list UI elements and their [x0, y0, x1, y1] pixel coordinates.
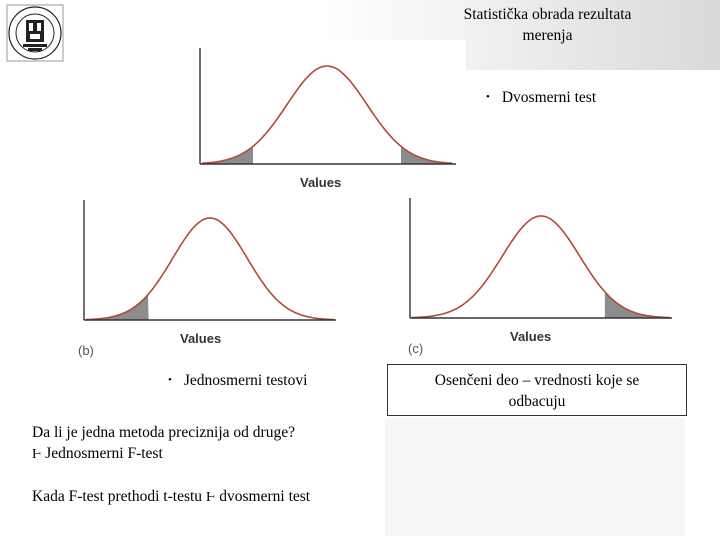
- figure-two-tailed: Values: [182, 40, 466, 190]
- bullet-one-sided: • Jednosmerni testovi: [168, 372, 307, 390]
- shaded-left-tail: [202, 146, 253, 164]
- note-line1: Osenčeni deo – vrednosti koje se: [434, 372, 640, 389]
- shaded-right-tail: [604, 291, 670, 318]
- axis-title: Values: [180, 331, 222, 346]
- slide-title-line2: merenja: [522, 27, 573, 44]
- axis-title: Values: [300, 175, 342, 190]
- note-line2: odbacuju: [508, 393, 566, 410]
- conclusion-prefix: Kada F-test prethodi t-testu: [32, 488, 203, 505]
- bullet-two-sided-text: Dvosmerni test: [501, 89, 597, 106]
- figure-right-tailed-plot: [409, 198, 672, 319]
- bullet-icon: •: [168, 374, 172, 386]
- university-seal-icon: [6, 4, 64, 62]
- slide-title: Statistička obrada rezultata merenja: [410, 4, 685, 46]
- figure-label-c: (c): [408, 341, 424, 356]
- normal-curve: [85, 217, 335, 321]
- figure-label-b: (b): [78, 343, 94, 358]
- figure-right-tailed: Values (c): [402, 190, 684, 360]
- bullet-two-sided: • Dvosmerni test: [486, 89, 596, 107]
- shaded-left-tail: [86, 294, 149, 320]
- answer-text: Jednosmerni F-test: [45, 445, 163, 462]
- shaded-right-tail: [401, 146, 452, 164]
- normal-curve: [201, 65, 453, 165]
- note-box: Osenčeni deo – vrednosti koje se odbacuj…: [387, 364, 687, 416]
- axis-title: Values: [510, 329, 552, 344]
- figure-left-tailed-plot: [83, 200, 336, 321]
- figure-two-tailed-plot: [199, 48, 456, 165]
- arrow-icon: Ⱶ: [32, 447, 42, 462]
- bullet-icon: •: [486, 91, 490, 103]
- background-panel: [385, 418, 685, 536]
- normal-curve: [411, 215, 671, 319]
- bullet-one-sided-text: Jednosmerni testovi: [183, 372, 308, 389]
- figure-left-tailed: Values (b): [72, 192, 348, 360]
- conclusion-suffix: dvosmerni test: [219, 488, 311, 505]
- answer-line: Ⱶ Jednosmerni F-test: [32, 445, 163, 463]
- slide-title-line1: Statistička obrada rezultata: [463, 6, 632, 23]
- arrow-icon: Ⱶ: [206, 490, 216, 505]
- question-text: Da li je jedna metoda preciznija od drug…: [32, 424, 295, 441]
